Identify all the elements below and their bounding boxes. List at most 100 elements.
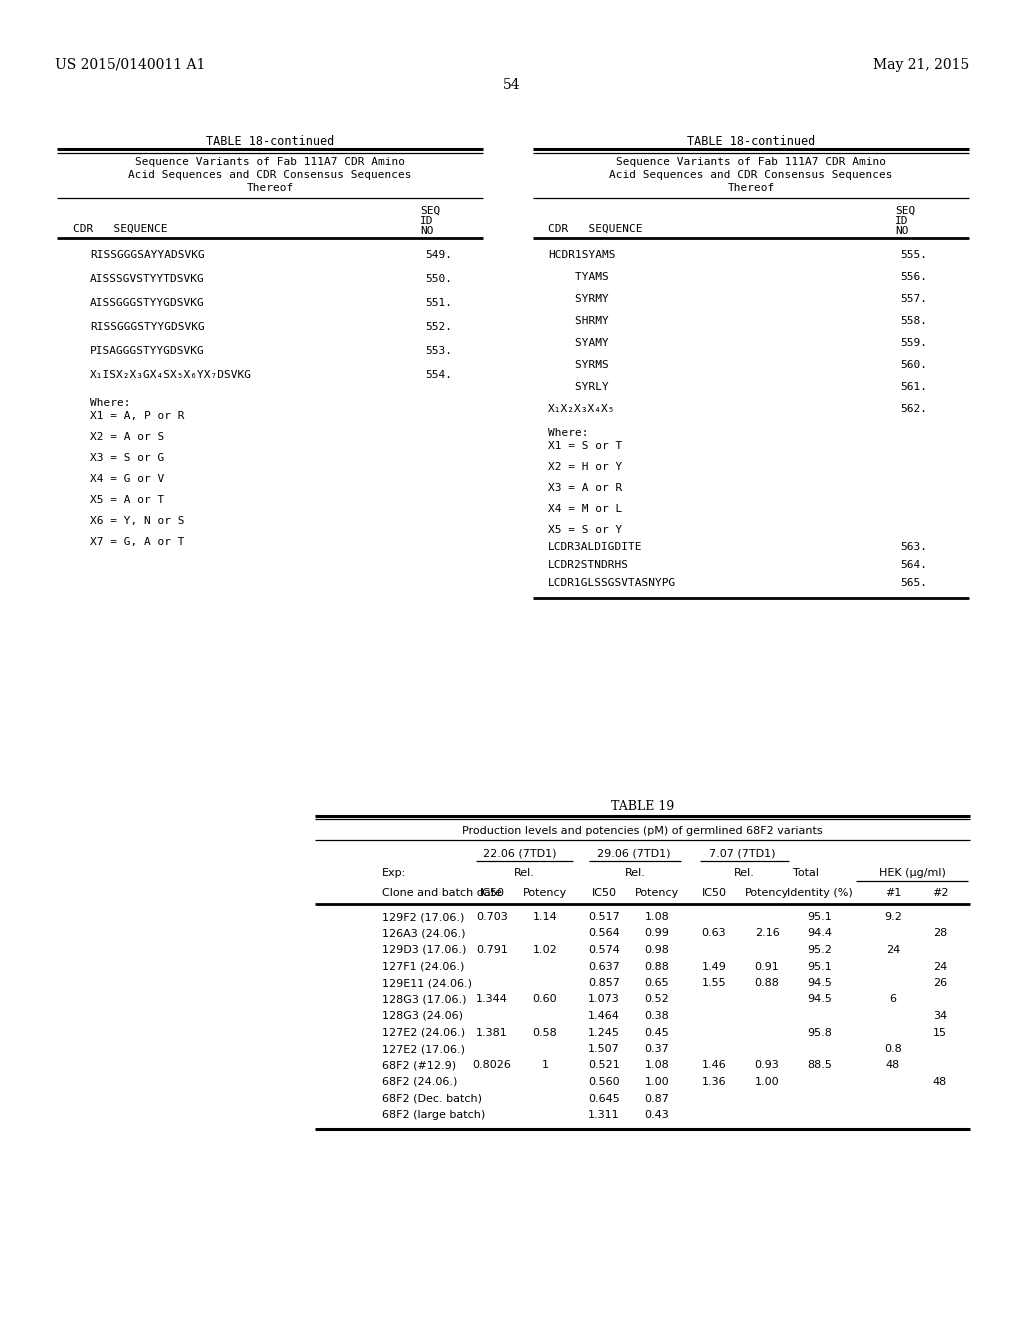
Text: 68F2 (Dec. batch): 68F2 (Dec. batch): [382, 1093, 482, 1104]
Text: 1: 1: [542, 1060, 549, 1071]
Text: X1 = A, P or R: X1 = A, P or R: [90, 411, 184, 421]
Text: 557.: 557.: [900, 294, 927, 304]
Text: 561.: 561.: [900, 381, 927, 392]
Text: Exp:: Exp:: [382, 869, 407, 878]
Text: 0.645: 0.645: [588, 1093, 620, 1104]
Text: TABLE 19: TABLE 19: [611, 800, 674, 813]
Text: 0.65: 0.65: [645, 978, 670, 987]
Text: SYRMS: SYRMS: [548, 360, 608, 370]
Text: 127F1 (24.06.): 127F1 (24.06.): [382, 961, 464, 972]
Text: Rel.: Rel.: [514, 869, 535, 878]
Text: 68F2 (large batch): 68F2 (large batch): [382, 1110, 485, 1119]
Text: 549.: 549.: [425, 249, 452, 260]
Text: 129E11 (24.06.): 129E11 (24.06.): [382, 978, 472, 987]
Text: 0.99: 0.99: [644, 928, 670, 939]
Text: 94.4: 94.4: [808, 928, 833, 939]
Text: 0.560: 0.560: [588, 1077, 620, 1086]
Text: 68F2 (24.06.): 68F2 (24.06.): [382, 1077, 458, 1086]
Text: 7.07 (7TD1): 7.07 (7TD1): [709, 847, 775, 858]
Text: 559.: 559.: [900, 338, 927, 348]
Text: Total: Total: [793, 869, 819, 878]
Text: X4 = M or L: X4 = M or L: [548, 504, 623, 513]
Text: Potency: Potency: [635, 888, 679, 898]
Text: 563.: 563.: [900, 543, 927, 552]
Text: 128G3 (24.06): 128G3 (24.06): [382, 1011, 463, 1020]
Text: 556.: 556.: [900, 272, 927, 282]
Text: X1 = S or T: X1 = S or T: [548, 441, 623, 451]
Text: #1: #1: [885, 888, 901, 898]
Text: US 2015/0140011 A1: US 2015/0140011 A1: [55, 58, 206, 73]
Text: 0.37: 0.37: [645, 1044, 670, 1053]
Text: Acid Sequences and CDR Consensus Sequences: Acid Sequences and CDR Consensus Sequenc…: [128, 170, 412, 180]
Text: May 21, 2015: May 21, 2015: [872, 58, 969, 73]
Text: SYRMY: SYRMY: [548, 294, 608, 304]
Text: X3 = A or R: X3 = A or R: [548, 483, 623, 492]
Text: LCDR2STNDRHS: LCDR2STNDRHS: [548, 560, 629, 570]
Text: TABLE 18-continued: TABLE 18-continued: [206, 135, 334, 148]
Text: LCDR3ALDIGDITE: LCDR3ALDIGDITE: [548, 543, 642, 552]
Text: 128G3 (17.06.): 128G3 (17.06.): [382, 994, 467, 1005]
Text: 95.8: 95.8: [808, 1027, 833, 1038]
Text: X4 = G or V: X4 = G or V: [90, 474, 164, 484]
Text: Where:: Where:: [90, 399, 130, 408]
Text: 1.36: 1.36: [701, 1077, 726, 1086]
Text: 54: 54: [503, 78, 521, 92]
Text: 0.93: 0.93: [755, 1060, 779, 1071]
Text: 0.791: 0.791: [476, 945, 508, 954]
Text: CDR   SEQUENCE: CDR SEQUENCE: [73, 224, 168, 234]
Text: 2.16: 2.16: [755, 928, 779, 939]
Text: 1.00: 1.00: [755, 1077, 779, 1086]
Text: 24: 24: [933, 961, 947, 972]
Text: HCDR1SYAMS: HCDR1SYAMS: [548, 249, 615, 260]
Text: 1.08: 1.08: [645, 912, 670, 921]
Text: 0.88: 0.88: [644, 961, 670, 972]
Text: 129F2 (17.06.): 129F2 (17.06.): [382, 912, 464, 921]
Text: 0.637: 0.637: [588, 961, 620, 972]
Text: Acid Sequences and CDR Consensus Sequences: Acid Sequences and CDR Consensus Sequenc…: [609, 170, 893, 180]
Text: 0.60: 0.60: [532, 994, 557, 1005]
Text: PISAGGGSTYYGDSVKG: PISAGGGSTYYGDSVKG: [90, 346, 205, 356]
Text: 0.87: 0.87: [644, 1093, 670, 1104]
Text: 553.: 553.: [425, 346, 452, 356]
Text: 0.38: 0.38: [645, 1011, 670, 1020]
Text: X7 = G, A or T: X7 = G, A or T: [90, 537, 184, 546]
Text: 34: 34: [933, 1011, 947, 1020]
Text: 68F2 (#12.9): 68F2 (#12.9): [382, 1060, 456, 1071]
Text: 0.574: 0.574: [588, 945, 620, 954]
Text: 6: 6: [890, 994, 896, 1005]
Text: TYAMS: TYAMS: [548, 272, 608, 282]
Text: 0.45: 0.45: [645, 1027, 670, 1038]
Text: X₁ISX₂X₃GX₄SX₅X₆YX₇DSVKG: X₁ISX₂X₃GX₄SX₅X₆YX₇DSVKG: [90, 370, 252, 380]
Text: ID: ID: [420, 216, 433, 226]
Text: Sequence Variants of Fab 111A7 CDR Amino: Sequence Variants of Fab 111A7 CDR Amino: [135, 157, 406, 168]
Text: 1.08: 1.08: [645, 1060, 670, 1071]
Text: AISSSGVSTYYTDSVKG: AISSSGVSTYYTDSVKG: [90, 275, 205, 284]
Text: 22.06 (7TD1): 22.06 (7TD1): [483, 847, 557, 858]
Text: X5 = S or Y: X5 = S or Y: [548, 525, 623, 535]
Text: 129D3 (17.06.): 129D3 (17.06.): [382, 945, 466, 954]
Text: AISSGGGSTYYGDSVKG: AISSGGGSTYYGDSVKG: [90, 298, 205, 308]
Text: 94.5: 94.5: [808, 994, 833, 1005]
Text: 29.06 (7TD1): 29.06 (7TD1): [597, 847, 671, 858]
Text: 0.52: 0.52: [645, 994, 670, 1005]
Text: 558.: 558.: [900, 315, 927, 326]
Text: 1.02: 1.02: [532, 945, 557, 954]
Text: 0.703: 0.703: [476, 912, 508, 921]
Text: 126A3 (24.06.): 126A3 (24.06.): [382, 928, 466, 939]
Text: 94.5: 94.5: [808, 978, 833, 987]
Text: 95.2: 95.2: [808, 945, 833, 954]
Text: 1.381: 1.381: [476, 1027, 508, 1038]
Text: 1.46: 1.46: [701, 1060, 726, 1071]
Text: 0.8026: 0.8026: [472, 1060, 511, 1071]
Text: 1.507: 1.507: [588, 1044, 620, 1053]
Text: Thereof: Thereof: [247, 183, 294, 193]
Text: 0.88: 0.88: [755, 978, 779, 987]
Text: TABLE 18-continued: TABLE 18-continued: [687, 135, 815, 148]
Text: 48: 48: [886, 1060, 900, 1071]
Text: ID: ID: [895, 216, 908, 226]
Text: IC50: IC50: [701, 888, 726, 898]
Text: X6 = Y, N or S: X6 = Y, N or S: [90, 516, 184, 525]
Text: 565.: 565.: [900, 578, 927, 587]
Text: Thereof: Thereof: [727, 183, 774, 193]
Text: 552.: 552.: [425, 322, 452, 333]
